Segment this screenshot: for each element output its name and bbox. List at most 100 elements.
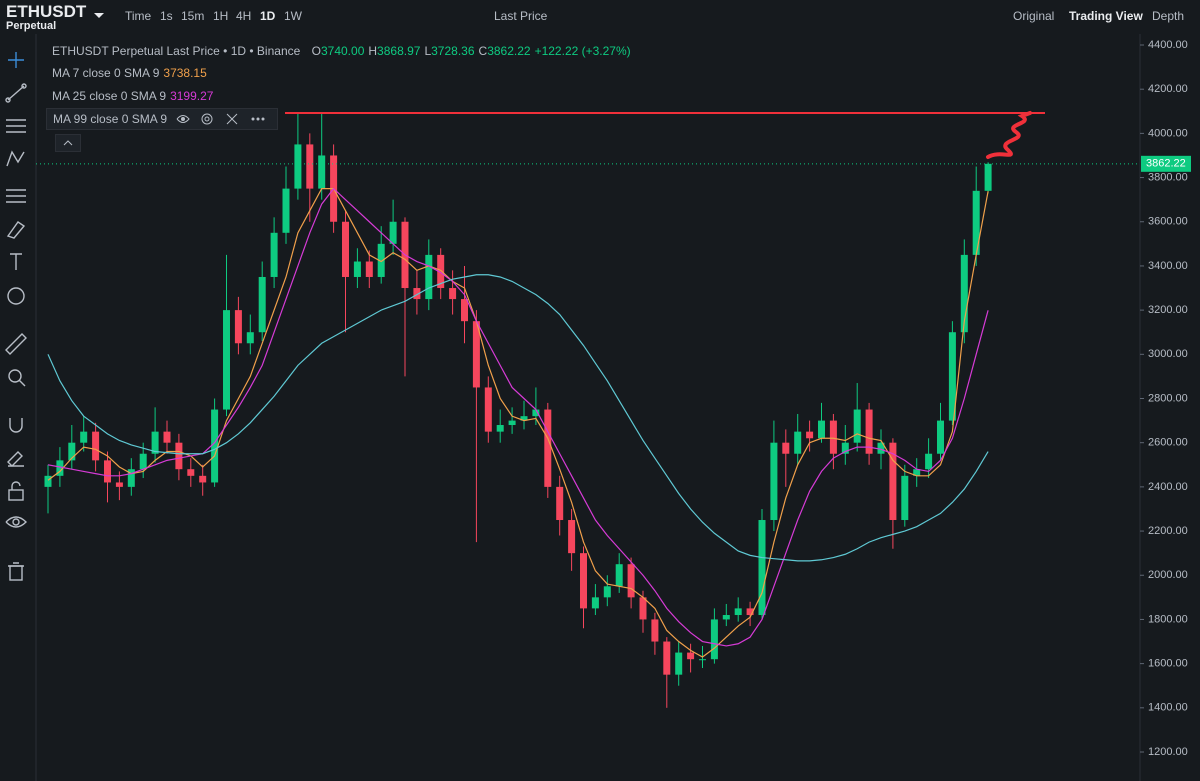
candle-body <box>675 652 683 675</box>
candle-body <box>972 190 980 255</box>
candle-body <box>342 221 349 277</box>
candle-body <box>710 619 718 660</box>
candle-body <box>948 332 956 421</box>
ohlc-label: O <box>311 44 321 58</box>
candle-body <box>758 520 766 616</box>
plot: 4400.00 4200.00 4000.00 3800.00 3600.00 3400.… <box>36 39 1191 758</box>
ma-name: MA 25 close 0 SMA 9 <box>52 89 167 103</box>
candle-body <box>472 321 480 388</box>
candle-body <box>853 409 861 443</box>
candle-body <box>294 144 302 189</box>
y-tick-label: 1600.00 <box>1148 658 1188 670</box>
candle-body <box>889 442 897 521</box>
interval[interactable]: 4H <box>236 9 252 23</box>
change: +122.22 (+3.27%) <box>534 44 631 58</box>
candle-body <box>722 615 730 620</box>
candle-body <box>282 188 290 233</box>
ma-name: MA 7 close 0 SMA 9 <box>52 66 160 80</box>
candle-body <box>913 469 921 476</box>
candle-body <box>389 221 397 244</box>
ohlc-value: 3740.00 <box>320 44 365 58</box>
y-tick-label: 4000.00 <box>1148 127 1188 139</box>
collapse-button[interactable] <box>55 134 81 152</box>
left-toolbar-icons[interactable] <box>5 52 27 581</box>
candle-body <box>306 144 314 189</box>
y-tick-label: 1200.00 <box>1148 746 1188 758</box>
legend-ma: MA 25 close 0 SMA 9 3199.27 <box>52 89 213 103</box>
legend-ma: MA 7 close 0 SMA 9 3738.15 <box>52 66 207 80</box>
candle-body <box>44 475 52 487</box>
ohlc-label: L <box>424 44 432 58</box>
candle-body <box>806 431 814 439</box>
ma-value: 3199.27 <box>170 89 214 103</box>
candle-body <box>925 453 933 470</box>
symbol-dropdown[interactable] <box>94 13 104 18</box>
ohlc-value: 3868.97 <box>377 44 421 58</box>
candle-body <box>246 332 254 344</box>
interval[interactable]: 1s <box>160 9 173 23</box>
market: Perpetual <box>6 20 57 32</box>
y-tick-label: 3600.00 <box>1148 216 1188 228</box>
view-tab-active[interactable]: Trading View <box>1069 9 1143 23</box>
ma-value: 3738.15 <box>163 66 207 80</box>
candle-body <box>829 420 837 454</box>
candle-body <box>651 619 659 642</box>
drawn-squiggle[interactable] <box>986 111 1032 159</box>
candle-body <box>377 243 385 277</box>
y-tick-label: 1800.00 <box>1148 613 1188 625</box>
price-type[interactable]: Last Price <box>494 9 548 23</box>
candle-body <box>627 564 635 598</box>
candle-body <box>92 431 100 461</box>
candle-body <box>960 254 968 333</box>
candle-body <box>68 442 76 461</box>
interval[interactable]: Time <box>125 9 152 23</box>
candle-body <box>937 420 944 454</box>
candle-body <box>818 420 825 439</box>
legend-ma[interactable]: MA 99 close 0 SMA 9 <box>46 108 279 130</box>
y-tick-label: 4400.00 <box>1148 39 1188 51</box>
candle-body <box>353 261 361 277</box>
candle-body <box>175 442 183 470</box>
view-tab[interactable]: Original <box>1013 9 1055 23</box>
interval[interactable]: 1H <box>213 9 229 23</box>
candle-body <box>794 431 802 454</box>
candle-body <box>663 641 671 675</box>
candle-body <box>556 486 564 521</box>
ohlc-label: C <box>478 44 488 58</box>
candle-body <box>603 586 611 598</box>
candle-body <box>591 597 599 609</box>
candle-body <box>187 469 195 476</box>
view-tab[interactable]: Depth <box>1152 9 1185 23</box>
y-tick-label: 2800.00 <box>1148 392 1188 404</box>
candle-body <box>318 155 326 189</box>
candle-body <box>211 409 219 483</box>
candle-body <box>199 475 207 483</box>
candle-body <box>615 564 623 587</box>
candle-body <box>580 553 587 609</box>
candle-body <box>449 288 457 300</box>
collapse-icon <box>63 140 73 146</box>
candle-body <box>544 409 552 487</box>
candle-body <box>56 460 64 476</box>
symbol[interactable]: ETHUSDT <box>6 2 87 21</box>
ma-tools[interactable] <box>171 111 271 127</box>
candle-body <box>139 453 147 470</box>
ma-line <box>47 188 989 658</box>
interval[interactable]: 15m <box>181 9 205 23</box>
candle-body <box>115 482 123 487</box>
candle-body <box>270 232 278 277</box>
candle-body <box>461 299 468 322</box>
legend-title: ETHUSDT Perpetual Last Price • 1D • Bina… <box>52 44 301 58</box>
y-tick-label: 2000.00 <box>1148 569 1188 581</box>
y-tick-label: 1400.00 <box>1148 702 1188 714</box>
ohlc-label: H <box>368 44 378 58</box>
candle-body <box>782 442 790 454</box>
interval-active[interactable]: 1D <box>260 9 276 23</box>
candle-body <box>413 288 421 300</box>
y-tick-label: 3000.00 <box>1148 348 1188 360</box>
candle-body <box>520 416 528 421</box>
candle-body <box>508 420 516 426</box>
y-tick-label: 2400.00 <box>1148 481 1188 493</box>
interval[interactable]: 1W <box>284 9 302 23</box>
